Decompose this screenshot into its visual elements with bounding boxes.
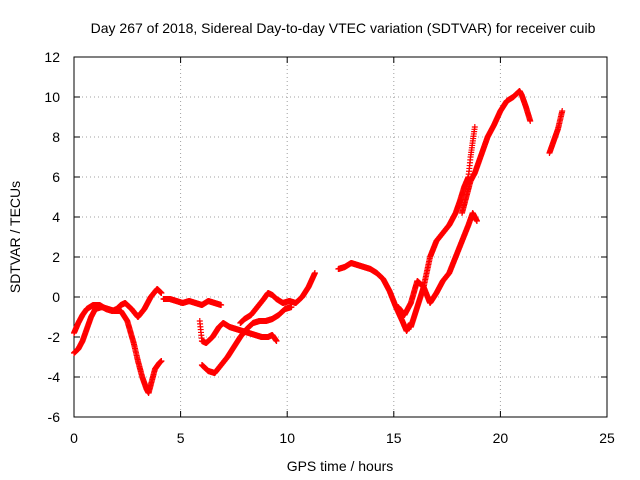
data-point — [158, 358, 165, 364]
x-axis-label: GPS time / hours — [287, 458, 394, 474]
series-seg5 — [198, 304, 295, 376]
x-tick-label: 15 — [386, 430, 402, 446]
series-seg10 — [459, 88, 534, 216]
series-seg6 — [237, 270, 318, 326]
data-point — [471, 124, 478, 130]
data-point — [158, 290, 165, 296]
y-tick-label: 12 — [44, 49, 60, 65]
data-point — [288, 304, 295, 310]
data-point — [311, 270, 318, 276]
grid-lines — [74, 57, 607, 417]
data-point — [473, 218, 480, 224]
y-tick-label: 0 — [52, 289, 60, 305]
x-tick-label: 5 — [177, 430, 185, 446]
data-point — [218, 302, 225, 308]
plot-frame — [73, 56, 608, 418]
y-axis-label: SDTVAR / TECUs — [7, 181, 23, 293]
x-tick-label: 25 — [599, 430, 615, 446]
x-tick-label: 10 — [279, 430, 295, 446]
chart-title: Day 267 of 2018, Sidereal Day-to-day VTE… — [91, 20, 596, 36]
y-tick-label: 6 — [52, 169, 60, 185]
axis-ticks: 0 5 10 15 20 25 -6 -4 -2 0 2 4 6 8 10 12 — [44, 49, 615, 446]
y-tick-label: 2 — [52, 249, 60, 265]
data-point — [273, 338, 280, 344]
series-seg3 — [160, 296, 225, 308]
series-seg2 — [71, 304, 165, 396]
series-seg8 — [395, 210, 480, 318]
series-seg9 — [407, 124, 478, 330]
series-seg7 — [335, 260, 414, 334]
y-tick-label: 10 — [44, 89, 60, 105]
y-tick-label: 8 — [52, 129, 60, 145]
x-tick-label: 20 — [493, 430, 509, 446]
data-series — [71, 88, 566, 396]
series-seg11 — [546, 108, 566, 156]
y-tick-label: 4 — [52, 209, 60, 225]
data-point — [527, 118, 534, 124]
data-point — [559, 108, 566, 114]
y-tick-label: -2 — [48, 329, 61, 345]
y-tick-label: -4 — [48, 369, 61, 385]
y-tick-label: -6 — [48, 409, 61, 425]
x-tick-label: 0 — [70, 430, 78, 446]
